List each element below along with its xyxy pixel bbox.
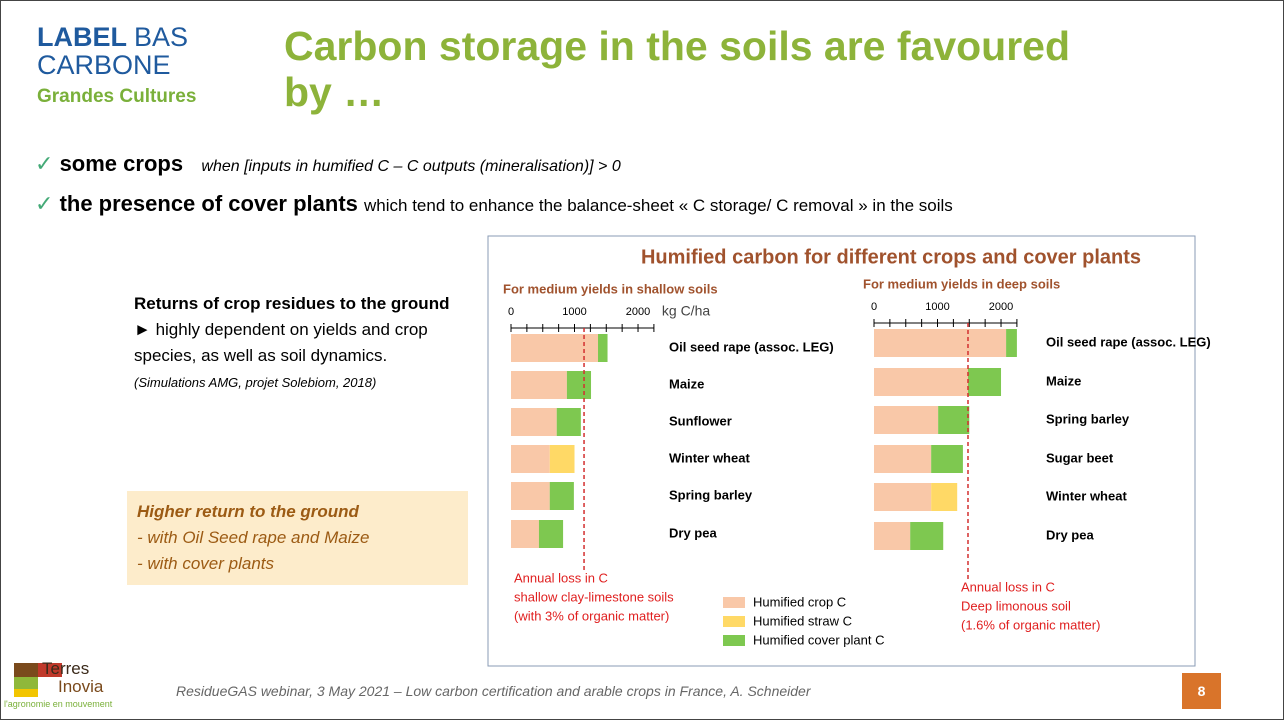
- bullet-bold: some crops: [59, 151, 184, 176]
- bar-segment: [874, 368, 968, 396]
- bar-segment: [874, 406, 939, 434]
- bar-segment: [511, 445, 550, 473]
- x-tick-label: 1000: [562, 306, 586, 318]
- bar-segment: [874, 483, 932, 511]
- bar-segment: [910, 522, 944, 550]
- bar-segment: [874, 522, 911, 550]
- figure-frame: [487, 235, 1196, 667]
- logo-text: Grandes Cultures: [37, 86, 197, 107]
- chart-subtitle: For medium yields in deep soils: [863, 276, 1060, 291]
- category-label: Maize: [669, 376, 704, 391]
- category-label: Winter wheat: [669, 450, 750, 465]
- legend-swatch: [723, 616, 745, 627]
- annotation: (1.6% of organic matter): [961, 617, 1100, 632]
- logo-text: BAS: [134, 22, 189, 52]
- annotation: shallow clay-limestone soils: [514, 589, 674, 604]
- bar-segment: [874, 329, 1007, 357]
- highlight-text: - with Oil Seed rape and Maize: [137, 528, 370, 547]
- bar-segment: [598, 334, 608, 362]
- category-label: Sugar beet: [1046, 450, 1114, 465]
- logo-text: l'agronomie en mouvement: [4, 699, 113, 709]
- category-label: Dry pea: [1046, 527, 1094, 542]
- x-tick-label: 2000: [626, 306, 650, 318]
- bar-segment: [549, 482, 574, 510]
- highlight-text: - with cover plants: [137, 554, 274, 573]
- figure-title: Humified carbon for different crops and …: [641, 246, 1141, 268]
- sidebar: Returns of crop residues to the ground ►…: [134, 294, 450, 390]
- page-number: 8: [1182, 673, 1221, 709]
- legend-label: Humified crop C: [753, 594, 846, 609]
- x-tick-label: 2000: [989, 301, 1013, 313]
- bar-segment: [538, 520, 564, 548]
- bullet: ✓ the presence of cover plants which ten…: [35, 191, 953, 216]
- category-label: Sunflower: [669, 413, 732, 428]
- logo-text: LABEL: [37, 22, 127, 52]
- x-axis-label: kg C/ha: [662, 303, 710, 319]
- x-tick-label: 1000: [925, 301, 949, 313]
- highlight-text: Higher return to the ground: [137, 502, 359, 521]
- x-tick-label: 0: [508, 306, 514, 318]
- bar-segment: [511, 371, 567, 399]
- category-label: Oil seed rape (assoc. LEG): [669, 339, 834, 354]
- bar-segment: [931, 445, 963, 473]
- logo-block: [14, 663, 38, 677]
- bullet-text: when [inputs in humified C – C outputs (…: [201, 158, 621, 175]
- logo-text: Inovia: [58, 677, 104, 696]
- bullet-text: which tend to enhance the balance-sheet …: [364, 196, 953, 215]
- legend-swatch: [723, 635, 745, 646]
- logo-block: [38, 663, 62, 677]
- bullet-bold: the presence of cover plants: [59, 191, 358, 216]
- logo-block: [14, 677, 38, 689]
- bar-segment: [967, 368, 1002, 396]
- legend-label: Humified cover plant C: [753, 632, 885, 647]
- annotation: Deep limonous soil: [961, 598, 1071, 613]
- bullet: ✓ some crops when [inputs in humified C …: [35, 151, 621, 176]
- sidebar-text: highly dependent on yields and crop spec…: [134, 320, 428, 365]
- bar-segment: [549, 445, 575, 473]
- bar-segment: [874, 445, 932, 473]
- bar-segment: [931, 483, 958, 511]
- annotation: Annual loss in C: [514, 570, 608, 585]
- annotation: Annual loss in C: [961, 579, 1055, 594]
- chart-subtitle: For medium yields in shallow soils: [503, 281, 718, 296]
- x-tick-label: 0: [871, 301, 877, 313]
- citation: (Simulations AMG, projet Solebiom, 2018): [134, 375, 377, 390]
- bar-segment: [938, 406, 970, 434]
- category-label: Spring barley: [669, 487, 753, 502]
- bar-segment: [1006, 329, 1017, 357]
- category-label: Maize: [1046, 373, 1081, 388]
- sidebar-heading: Returns of crop residues to the ground: [134, 294, 450, 313]
- legend-swatch: [723, 597, 745, 608]
- highlight-box: Higher return to the ground - with Oil S…: [127, 491, 468, 585]
- bar-segment: [566, 371, 592, 399]
- footer-text: ResidueGAS webinar, 3 May 2021 – Low car…: [176, 683, 811, 699]
- bar-segment: [511, 520, 539, 548]
- category-label: Winter wheat: [1046, 488, 1127, 503]
- category-label: Dry pea: [669, 525, 717, 540]
- bar-segment: [511, 408, 557, 436]
- bar-segment: [511, 334, 599, 362]
- bar-segment: [556, 408, 581, 436]
- legend-label: Humified straw C: [753, 613, 852, 628]
- logo-text: CARBONE: [37, 50, 171, 80]
- category-label: Spring barley: [1046, 411, 1130, 426]
- category-label: Oil seed rape (assoc. LEG): [1046, 334, 1211, 349]
- logo: LABEL BAS CARBONE Grandes Cultures: [37, 23, 196, 111]
- logo-text: Terres: [42, 659, 90, 678]
- annotation: (with 3% of organic matter): [514, 608, 669, 623]
- bar-segment: [511, 482, 550, 510]
- logo-block: [14, 689, 38, 697]
- title: Carbon storage in the soils are favoured…: [284, 23, 1071, 115]
